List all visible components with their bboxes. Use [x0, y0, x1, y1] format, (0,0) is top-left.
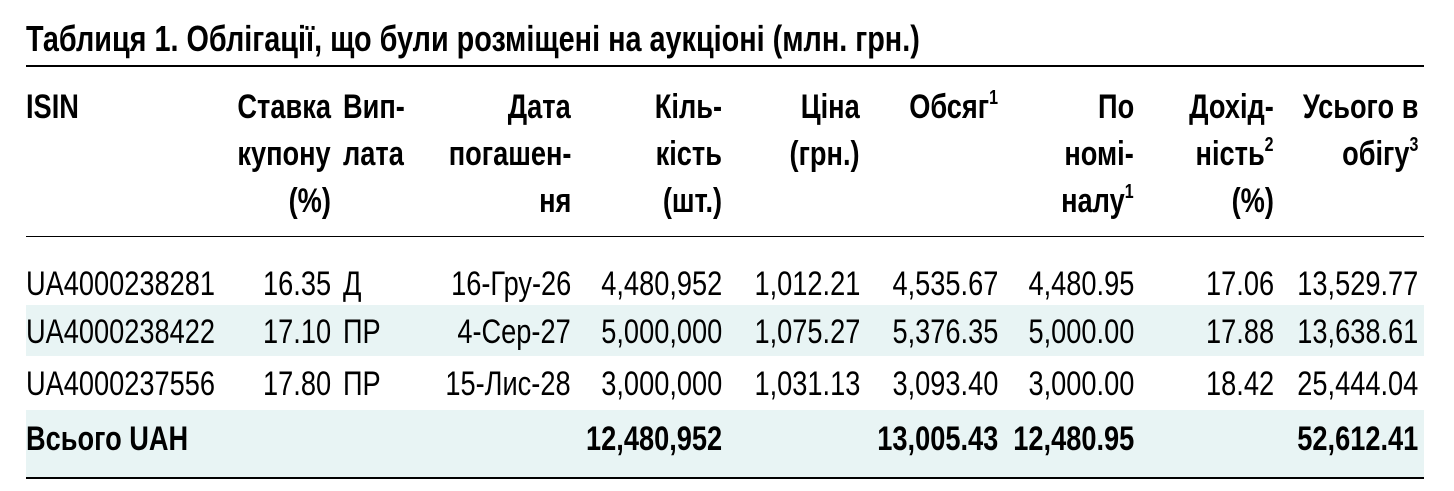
cell-nominal: 3,000.00 [1028, 365, 1134, 403]
cell-coupon-rate: 17.10 [262, 313, 331, 351]
header-quantity: (шт.) [662, 182, 722, 220]
total-isin: Всього UAH [26, 420, 189, 458]
cell-yield: 18.42 [1205, 365, 1274, 403]
cell-quantity: 5,000,000 [600, 313, 722, 351]
cell-isin: UA4000237556 [26, 365, 216, 403]
cell-isin: UA4000238422 [26, 313, 216, 351]
cell-payment: ПР [343, 313, 381, 351]
header-yield: ність2 [1195, 134, 1274, 173]
cell-quantity: 4,480,952 [600, 265, 722, 303]
header-outstanding: обігу3 [1341, 134, 1418, 173]
top-rule [26, 65, 1424, 67]
header-coupon-rate: Ставка [237, 88, 331, 126]
header-outstanding: Усього в [1302, 88, 1418, 126]
row-shade [26, 305, 1424, 356]
cell-yield: 17.06 [1205, 265, 1274, 303]
bottom-rule [26, 477, 1424, 479]
header-nominal: номі- [1064, 135, 1134, 173]
total-quantity: 12,480,952 [585, 420, 722, 458]
cell-price: 1,012.21 [754, 265, 860, 303]
header-volume: Обсяг1 [909, 87, 998, 126]
total-shade [26, 410, 1424, 478]
cell-nominal: 4,480.95 [1028, 265, 1134, 303]
total-volume: 13,005.43 [876, 420, 998, 458]
header-payment: лата [343, 135, 404, 173]
header-rule [26, 236, 1424, 237]
header-isin: ISIN [26, 88, 79, 126]
cell-volume: 4,535.67 [892, 265, 998, 303]
table-title: Таблиця 1. Облігації, що були розміщені … [26, 18, 920, 59]
cell-maturity-date: 4-Сер-27 [457, 313, 571, 351]
cell-outstanding: 13,529.77 [1296, 265, 1418, 303]
cell-volume: 3,093.40 [892, 365, 998, 403]
header-payment: Вип- [343, 88, 405, 126]
header-maturity-date: Дата [508, 88, 571, 126]
header-nominal: По [1097, 88, 1134, 126]
header-coupon-rate: (%) [288, 182, 331, 220]
cell-nominal: 5,000.00 [1028, 313, 1134, 351]
header-maturity-date: ня [538, 182, 571, 220]
cell-maturity-date: 16-Гру-26 [450, 265, 571, 303]
cell-price: 1,075.27 [754, 313, 860, 351]
total-outstanding: 52,612.41 [1296, 420, 1418, 458]
header-maturity-date: погашен- [448, 135, 571, 173]
cell-price: 1,031.13 [754, 365, 860, 403]
cell-quantity: 3,000,000 [600, 365, 722, 403]
cell-coupon-rate: 16.35 [262, 265, 331, 303]
header-yield: (%) [1231, 182, 1274, 220]
header-price: Ціна [801, 88, 860, 126]
cell-outstanding: 13,638.61 [1296, 313, 1418, 351]
cell-isin: UA4000238281 [26, 265, 216, 303]
header-nominal: налу1 [1061, 181, 1134, 220]
header-yield: Дохід- [1189, 88, 1274, 126]
cell-maturity-date: 15-Лис-28 [445, 365, 571, 403]
cell-payment: Д [343, 265, 362, 303]
cell-volume: 5,376.35 [892, 313, 998, 351]
header-coupon-rate: купону [237, 135, 331, 173]
header-quantity: Кіль- [654, 88, 722, 126]
header-quantity: кість [655, 135, 722, 173]
cell-outstanding: 25,444.04 [1296, 365, 1418, 403]
cell-yield: 17.88 [1205, 313, 1274, 351]
header-price: (грн.) [789, 135, 860, 173]
total-nominal: 12,480.95 [1012, 420, 1134, 458]
cell-coupon-rate: 17.80 [262, 365, 331, 403]
cell-payment: ПР [343, 365, 381, 403]
